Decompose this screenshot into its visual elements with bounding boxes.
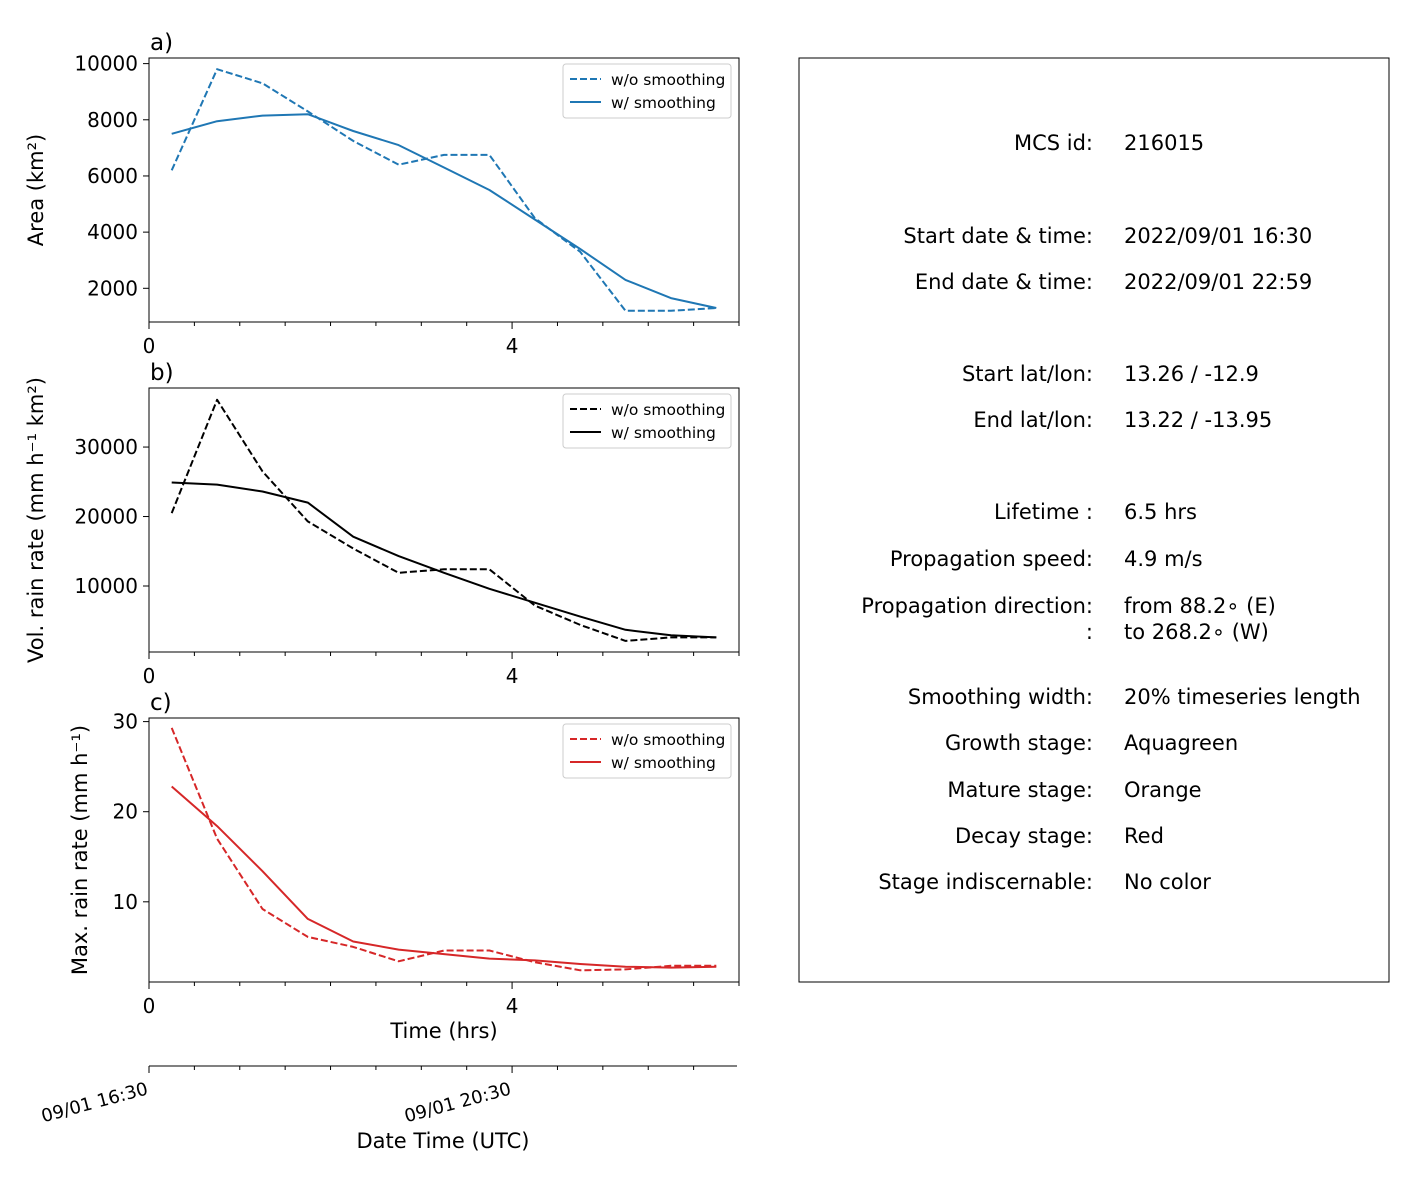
x-tick-label: 4	[506, 994, 519, 1018]
plot-frame	[148, 717, 740, 983]
series-line-without-smoothing	[170, 398, 717, 642]
legend-box	[562, 393, 732, 449]
info-label: Start lat/lon:	[962, 362, 1093, 386]
info-label: End date & time:	[915, 270, 1093, 294]
info-value: Red	[1124, 824, 1164, 848]
subplot-0: a) 2000 4000 6000 8000 10000 0 4 Area (km²) w/o s…	[24, 30, 740, 358]
x-tick-label: 0	[143, 334, 156, 358]
series-line-without-smoothing	[170, 68, 717, 312]
info-value: 2022/09/01 22:59	[1124, 270, 1312, 294]
info-label: :	[1086, 620, 1093, 644]
legend-entry: w/ smoothing	[611, 424, 716, 442]
series-line-with-smoothing	[171, 113, 717, 309]
info-value: Orange	[1124, 778, 1202, 802]
x-tick-label: 4	[506, 334, 519, 358]
legend: w/o smoothing w/ smoothing	[562, 393, 732, 449]
x-tick-label: 0	[143, 994, 156, 1018]
plot-frame	[148, 57, 740, 323]
info-value: 216015	[1124, 131, 1204, 155]
info-label: Lifetime :	[994, 500, 1093, 524]
x-tick-label: 4	[506, 664, 519, 688]
series-line-without-smoothing	[170, 727, 717, 972]
info-label: MCS id:	[1014, 131, 1093, 155]
y-tick-label: 10000	[74, 574, 138, 598]
datetime-tick-label: 09/01 20:30	[402, 1079, 513, 1128]
info-value: 2022/09/01 16:30	[1124, 224, 1312, 248]
legend-entry: w/o smoothing	[611, 401, 725, 419]
y-tick-label: 30	[113, 710, 138, 734]
info-panel: MCS id: 216015 Start date & time: 2022/09/0…	[798, 57, 1390, 983]
series-line-with-smoothing	[171, 785, 717, 969]
info-frame	[798, 57, 1390, 983]
info-value: 13.26 / -12.9	[1124, 362, 1259, 386]
info-value: 6.5 hrs	[1124, 500, 1197, 524]
info-label: Stage indiscernable:	[878, 870, 1093, 894]
y-tick-label: 4000	[87, 220, 138, 244]
legend-box	[562, 63, 732, 119]
legend-entry: w/ smoothing	[611, 754, 716, 772]
legend: w/o smoothing w/ smoothing	[562, 63, 732, 119]
info-label: Smoothing width:	[908, 685, 1093, 709]
x-axis-label: Time (hrs)	[389, 1019, 497, 1043]
info-value: 13.22 / -13.95	[1124, 408, 1272, 432]
datetime-tick-label: 09/01 16:30	[39, 1079, 150, 1128]
y-axis-label: Area (km²)	[24, 134, 48, 246]
info-label: Mature stage:	[947, 778, 1093, 802]
info-value: No color	[1124, 870, 1211, 894]
legend-entry: w/o smoothing	[611, 731, 725, 749]
info-label: Start date & time:	[903, 224, 1093, 248]
y-axis-label: Max. rain rate (mm h⁻¹)	[68, 725, 92, 975]
legend-entry: w/ smoothing	[611, 94, 716, 112]
panel-label: a)	[150, 30, 173, 56]
y-axis-label: Vol. rain rate (mm h⁻¹ km²)	[24, 377, 48, 663]
info-value: to 268.2∘ (W)	[1124, 620, 1269, 644]
info-value: Aquagreen	[1124, 731, 1238, 755]
series-line-with-smoothing	[171, 481, 717, 639]
x-tick-label: 0	[143, 664, 156, 688]
info-label: End lat/lon:	[973, 408, 1093, 432]
y-tick-label: 10000	[74, 52, 138, 76]
y-tick-label: 20000	[74, 505, 138, 529]
info-value: 20% timeseries length	[1124, 685, 1361, 709]
panel-label: b)	[150, 360, 174, 386]
subplot-1: b) 10000 20000 30000 0 4 Vol. rain rate (mm h⁻…	[24, 360, 740, 688]
info-label: Growth stage:	[945, 731, 1093, 755]
datetime-axis-label: Date Time (UTC)	[357, 1129, 530, 1153]
legend: w/o smoothing w/ smoothing	[562, 723, 732, 779]
legend-box	[562, 723, 732, 779]
info-label: Propagation speed:	[890, 547, 1093, 571]
info-label: Propagation direction:	[861, 594, 1093, 618]
y-tick-label: 6000	[87, 164, 138, 188]
info-value: from 88.2∘ (E)	[1124, 594, 1276, 618]
plot-frame	[148, 387, 740, 653]
y-tick-label: 10	[113, 890, 138, 914]
info-value: 4.9 m/s	[1124, 547, 1203, 571]
panel-label: c)	[150, 690, 172, 716]
y-tick-label: 8000	[87, 108, 138, 132]
y-tick-label: 2000	[87, 276, 138, 300]
legend-entry: w/o smoothing	[611, 71, 725, 89]
subplot-2: c) 10 20 30 0 4 Max. rain rate (mm h⁻¹) Time (h…	[68, 690, 740, 1043]
y-tick-label: 30000	[74, 435, 138, 459]
info-label: Decay stage:	[955, 824, 1093, 848]
y-tick-label: 20	[113, 800, 138, 824]
